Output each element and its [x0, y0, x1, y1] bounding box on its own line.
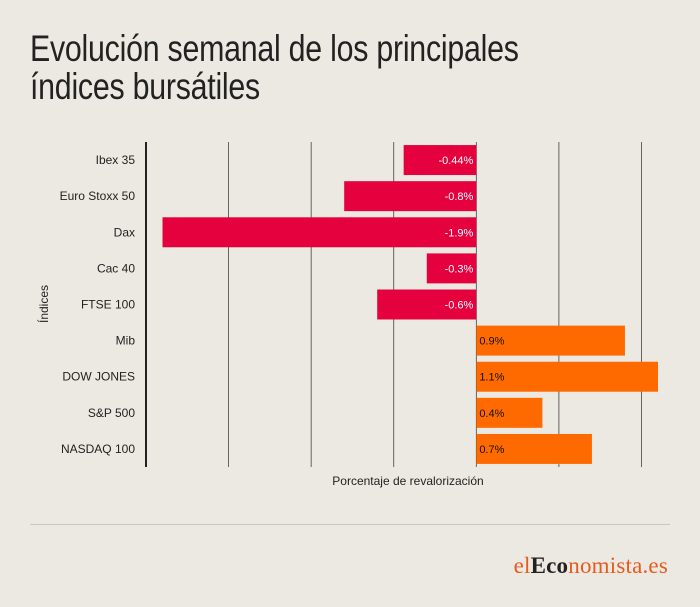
footer-divider	[30, 524, 670, 525]
data-label: 1.1%	[479, 372, 504, 384]
data-label: -0.6%	[445, 300, 474, 312]
bars	[162, 145, 658, 464]
category-label: Cac 40	[97, 261, 135, 275]
bar	[476, 325, 625, 356]
bar	[403, 145, 477, 176]
x-axis-label: Porcentaje de revalorización	[332, 474, 483, 488]
category-label: DOW JONES	[62, 370, 135, 384]
logo-part-eco: Eco	[530, 553, 569, 578]
data-label: -0.44%	[438, 155, 473, 167]
data-label: -0.3%	[445, 263, 474, 275]
logo-part-nomista: nomista.es	[568, 553, 668, 578]
bar	[476, 397, 543, 428]
data-label: 0.9%	[479, 336, 504, 348]
category-label: FTSE 100	[81, 298, 135, 312]
data-label: 0.7%	[479, 444, 504, 456]
bar	[476, 433, 592, 464]
logo-part-el: el	[513, 553, 531, 578]
data-label: 0.4%	[479, 408, 504, 420]
category-label: Mib	[116, 334, 136, 348]
bar	[344, 181, 477, 212]
category-label: Ibex 35	[96, 153, 136, 167]
y-axis-label: Índices	[36, 285, 51, 323]
category-label: Dax	[114, 225, 135, 239]
bar	[476, 361, 658, 392]
category-label: Euro Stoxx 50	[60, 189, 136, 203]
value-labels: -0.44% -0.8% -1.9% -0.3% -0.6% 0.9% 1.1% 0.4% 0.…	[438, 155, 504, 456]
category-label: NASDAQ 100	[61, 442, 135, 456]
bar	[377, 289, 477, 320]
chart-title: Evolución semanal de los principales índ…	[30, 28, 519, 107]
bar	[426, 253, 477, 284]
data-label: -0.8%	[445, 191, 474, 203]
bar-chart: Ibex 35 Euro Stoxx 50 Dax Cac 40 FTSE 100 Mib…	[36, 142, 658, 488]
bar	[162, 217, 477, 248]
category-labels: Ibex 35 Euro Stoxx 50 Dax Cac 40 FTSE 100 Mib…	[60, 153, 136, 456]
data-label: -1.9%	[445, 227, 474, 239]
brand-logo: elEconomista.es	[514, 553, 668, 579]
category-label: S&P 500	[88, 406, 135, 420]
